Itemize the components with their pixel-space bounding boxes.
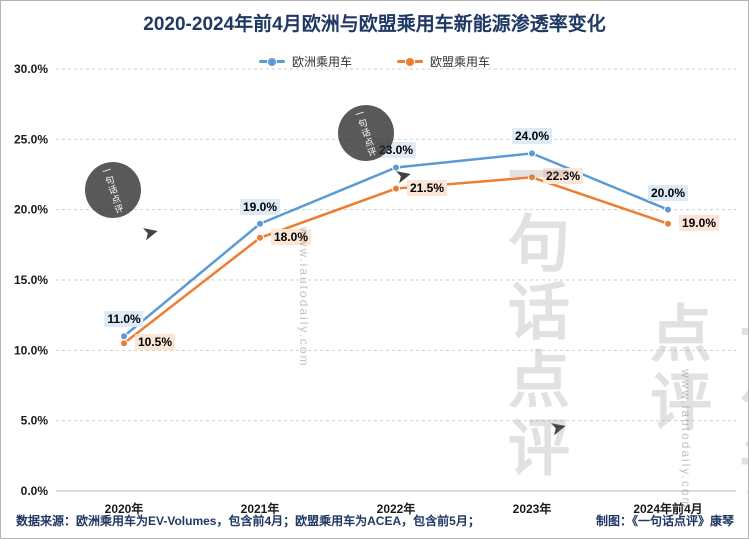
data-point-marker <box>120 339 128 348</box>
x-tick-label: 2023年 <box>513 501 552 516</box>
y-tick-label: 15.0% <box>14 273 48 287</box>
data-source-note: 数据来源：欧洲乘用车为EV-Volumes，包含前4月；欧盟乘用车为ACEA，包… <box>16 514 480 528</box>
y-tick-label: 0.0% <box>21 484 49 498</box>
x-tick-label: 2024年前4月 <box>633 501 702 516</box>
data-point-marker <box>392 163 400 172</box>
credit-note: 制图：《一句话点评》康琴 <box>595 514 734 528</box>
y-tick-label: 10.0% <box>14 343 48 357</box>
data-point-marker <box>528 149 536 158</box>
line-chart: 0.0% 5.0% 10.0% 15.0% 20.0% 25.0% 30.0% 2020年 20… <box>1 61 748 516</box>
legend-dot-eu-icon <box>406 57 414 66</box>
y-tick-label: 5.0% <box>21 414 49 428</box>
legend-line-europe-icon <box>258 57 285 66</box>
legend-dot-europe-icon <box>267 57 276 66</box>
data-point-marker <box>392 184 400 193</box>
series-line <box>122 176 670 345</box>
data-point-marker <box>664 205 672 214</box>
legend: 欧洲乘用车 欧盟乘用车 <box>1 53 748 70</box>
footer: 数据来源：欧洲乘用车为EV-Volumes，包含前4月；欧盟乘用车为ACEA，包… <box>16 512 734 529</box>
chart-title: 2020-2024年前4月欧洲与欧盟乘用车新能源渗透率变化 <box>143 14 606 35</box>
data-point-marker <box>120 332 128 341</box>
legend-label-eu: 欧盟乘用车 <box>430 55 491 69</box>
chart-canvas: 0.0% 5.0% 10.0% 15.0% 20.0% 25.0% 30.0% 2020年 20… <box>14 62 736 516</box>
x-tick-label: 2021年 <box>241 501 280 516</box>
data-point-marker <box>256 233 264 242</box>
legend-item-eu: 欧盟乘用车 <box>397 53 490 70</box>
x-tick-label: 2022年 <box>377 501 416 516</box>
y-tick-label: 25.0% <box>14 132 48 146</box>
data-point-marker <box>664 219 672 228</box>
y-tick-label: 20.0% <box>14 203 48 217</box>
data-point-marker <box>256 219 264 228</box>
legend-label-europe: 欧洲乘用车 <box>291 55 352 69</box>
y-tick-label: 30.0% <box>14 62 48 76</box>
series-line <box>122 152 670 338</box>
legend-item-europe: 欧洲乘用车 <box>258 53 352 70</box>
x-tick-label: 2020年 <box>105 501 144 516</box>
data-point-marker <box>528 173 536 182</box>
legend-line-eu-icon <box>397 57 423 66</box>
